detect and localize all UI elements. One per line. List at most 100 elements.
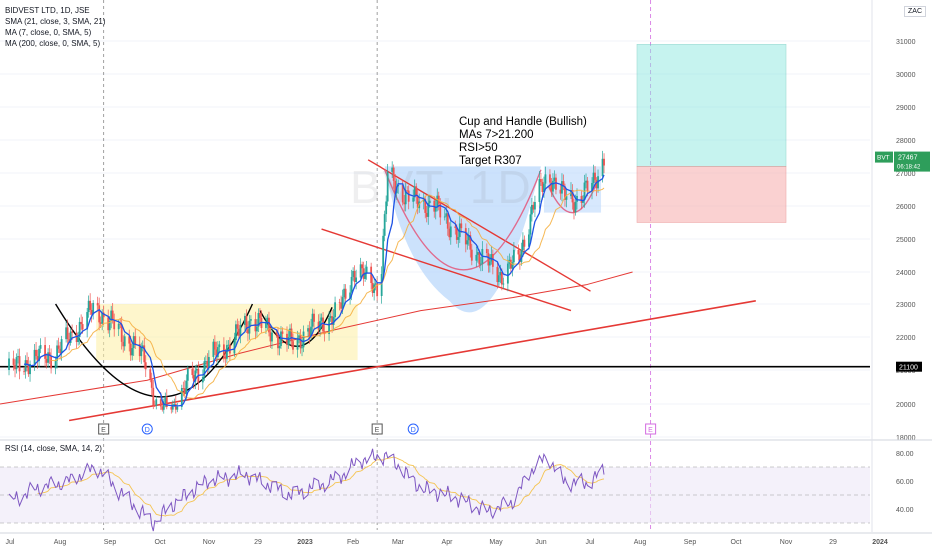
level-badge[interactable] — [896, 361, 922, 372]
candle-body — [8, 358, 10, 370]
candle-body — [287, 336, 290, 346]
candle-body — [485, 248, 488, 254]
rising-trendline[interactable] — [68, 300, 756, 422]
price-badge[interactable] — [894, 151, 930, 172]
candle-body — [119, 323, 122, 325]
time-tick-label: Oct — [155, 539, 166, 546]
candle-body — [38, 348, 40, 362]
candle-body — [415, 186, 418, 197]
candle-body — [292, 341, 294, 350]
candle-body — [275, 332, 278, 335]
dividend-marker[interactable] — [141, 423, 153, 435]
candle-body — [594, 172, 596, 180]
wedge-lower-line[interactable] — [321, 228, 572, 312]
candle-body — [266, 317, 269, 323]
candle-body — [490, 254, 493, 262]
candle-body — [69, 331, 72, 343]
candle-body — [155, 399, 158, 406]
candle-body — [89, 300, 92, 310]
candle-body — [195, 368, 198, 371]
candle-body — [571, 190, 574, 203]
candle-body — [544, 174, 547, 184]
candle-body — [413, 186, 416, 198]
candle-body — [520, 250, 523, 263]
candle-body — [374, 283, 377, 285]
candle-body — [496, 266, 499, 283]
symbol-title[interactable]: BIDVEST LTD, 1D, JSE — [5, 6, 90, 15]
candle-body — [394, 180, 397, 194]
price-badge-symbol[interactable] — [875, 151, 893, 163]
candle-body — [376, 283, 379, 297]
target-zone — [636, 43, 787, 167]
candle-body — [290, 328, 293, 342]
candle-body — [341, 297, 344, 309]
candle-body — [134, 336, 137, 345]
candle-body — [183, 388, 186, 394]
candle-body — [532, 204, 535, 210]
candle-body — [129, 343, 132, 356]
candle-body — [271, 332, 273, 342]
candle-body — [302, 331, 305, 348]
earnings-marker[interactable] — [371, 423, 383, 435]
candle-body — [149, 369, 152, 379]
candle-body — [185, 380, 188, 394]
earnings-marker-label: E — [375, 427, 380, 434]
time-tick-label: Feb — [347, 539, 359, 546]
candle-body — [479, 263, 482, 265]
candle-body — [207, 356, 210, 368]
currency-label[interactable]: ZAC — [904, 6, 926, 17]
candle-body — [428, 200, 431, 204]
earnings-marker[interactable] — [98, 423, 110, 435]
wedge-upper-line[interactable] — [367, 159, 591, 292]
candle-body — [457, 237, 460, 240]
candle-body — [17, 356, 19, 358]
candle-body — [331, 316, 333, 325]
earnings-marker[interactable] — [645, 423, 657, 435]
candle-body — [446, 213, 449, 229]
candle-body — [487, 253, 490, 266]
candle-body — [522, 239, 524, 251]
candle-body — [458, 223, 461, 238]
stop-zone — [636, 166, 787, 223]
candle-body — [180, 388, 183, 407]
candle-body — [233, 340, 236, 354]
earnings-marker-label: E — [648, 427, 653, 434]
candle-body — [555, 177, 557, 190]
price-tick-label: 28000 — [896, 138, 916, 145]
candle-body — [107, 317, 110, 331]
annotation-line: Target R307 — [459, 155, 522, 167]
time-tick-label: Aug — [634, 539, 647, 546]
indicator-legend: BIDVEST LTD, 1D, JSE SMA (21, close, 3, … — [5, 5, 105, 49]
candle-body — [434, 207, 437, 212]
candle-body — [509, 259, 512, 269]
time-tick-label: 2023 — [297, 539, 313, 546]
candle-body — [101, 312, 104, 324]
level-badge-text: 21100 — [899, 365, 918, 372]
candle-body — [35, 349, 37, 357]
candle-body — [50, 355, 52, 369]
candle-body — [90, 309, 93, 315]
rsi-legend[interactable]: RSI (14, close, SMA, 14, 2) — [5, 444, 102, 453]
candle-body — [239, 325, 242, 336]
candle-body — [552, 180, 554, 192]
dividend-marker[interactable] — [407, 423, 419, 435]
candle-body — [592, 172, 595, 183]
candle-body — [238, 328, 240, 336]
candle-body — [561, 181, 563, 194]
candle-body — [18, 356, 21, 372]
candle-body — [511, 262, 514, 269]
candle-body — [538, 179, 541, 202]
legend-ma7[interactable]: MA (7, close, 0, SMA, 5) — [5, 28, 92, 37]
legend-sma21[interactable]: SMA (21, close, 3, SMA, 21) — [5, 17, 106, 26]
legend-ma200[interactable]: MA (200, close, 0, SMA, 5) — [5, 39, 101, 48]
candle-body — [78, 321, 81, 337]
candle-body — [201, 376, 204, 383]
candle-body — [506, 263, 509, 284]
candle-body — [349, 292, 352, 299]
candle-body — [311, 313, 314, 327]
price-badge-symbol-text: BVT — [877, 155, 890, 162]
candle-body — [68, 339, 71, 343]
candle-body — [371, 283, 374, 293]
